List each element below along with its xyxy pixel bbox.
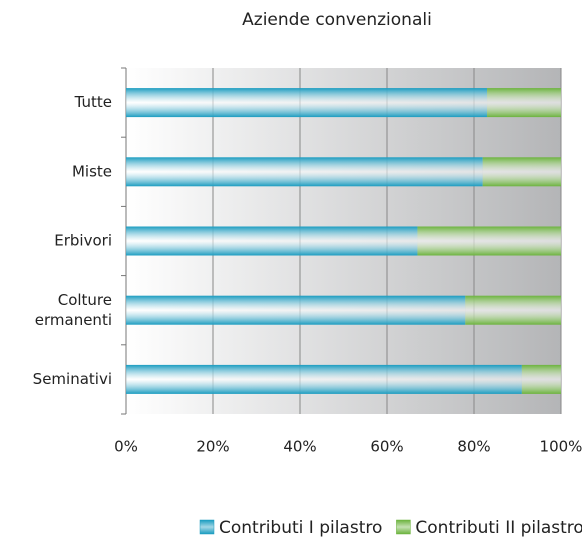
legend-label: Contributi II pilastro xyxy=(415,518,582,538)
legend-label: Contributi I pilastro xyxy=(219,518,382,538)
bar-segment xyxy=(126,226,418,256)
bar-segment xyxy=(482,157,561,187)
y-tick-label: Miste xyxy=(72,162,112,180)
legend-swatch xyxy=(199,519,215,535)
y-tick-label: Tutte xyxy=(74,93,112,111)
x-tick-label: 0% xyxy=(114,438,138,456)
x-tick-label: 20% xyxy=(196,438,229,456)
x-tick-label: 40% xyxy=(283,438,316,456)
y-tick-label: Erbivori xyxy=(54,232,112,250)
x-tick-label: 80% xyxy=(457,438,490,456)
bar-segment xyxy=(487,88,561,118)
x-tick-label: 60% xyxy=(370,438,403,456)
bar-segment xyxy=(126,88,488,118)
x-tick-label: 100% xyxy=(540,438,582,456)
bar-segment xyxy=(521,364,561,394)
bar-segment xyxy=(126,157,483,187)
bar-segment xyxy=(417,226,561,256)
y-tick-label: Seminativi xyxy=(33,370,112,388)
bar-segment xyxy=(465,295,561,325)
bar-segment xyxy=(126,364,522,394)
legend-swatch xyxy=(396,519,411,535)
chart-title: Aziende convenzionali xyxy=(242,10,432,30)
y-tick-label: Colture ermanenti xyxy=(35,291,112,329)
bar-segment xyxy=(126,295,466,325)
